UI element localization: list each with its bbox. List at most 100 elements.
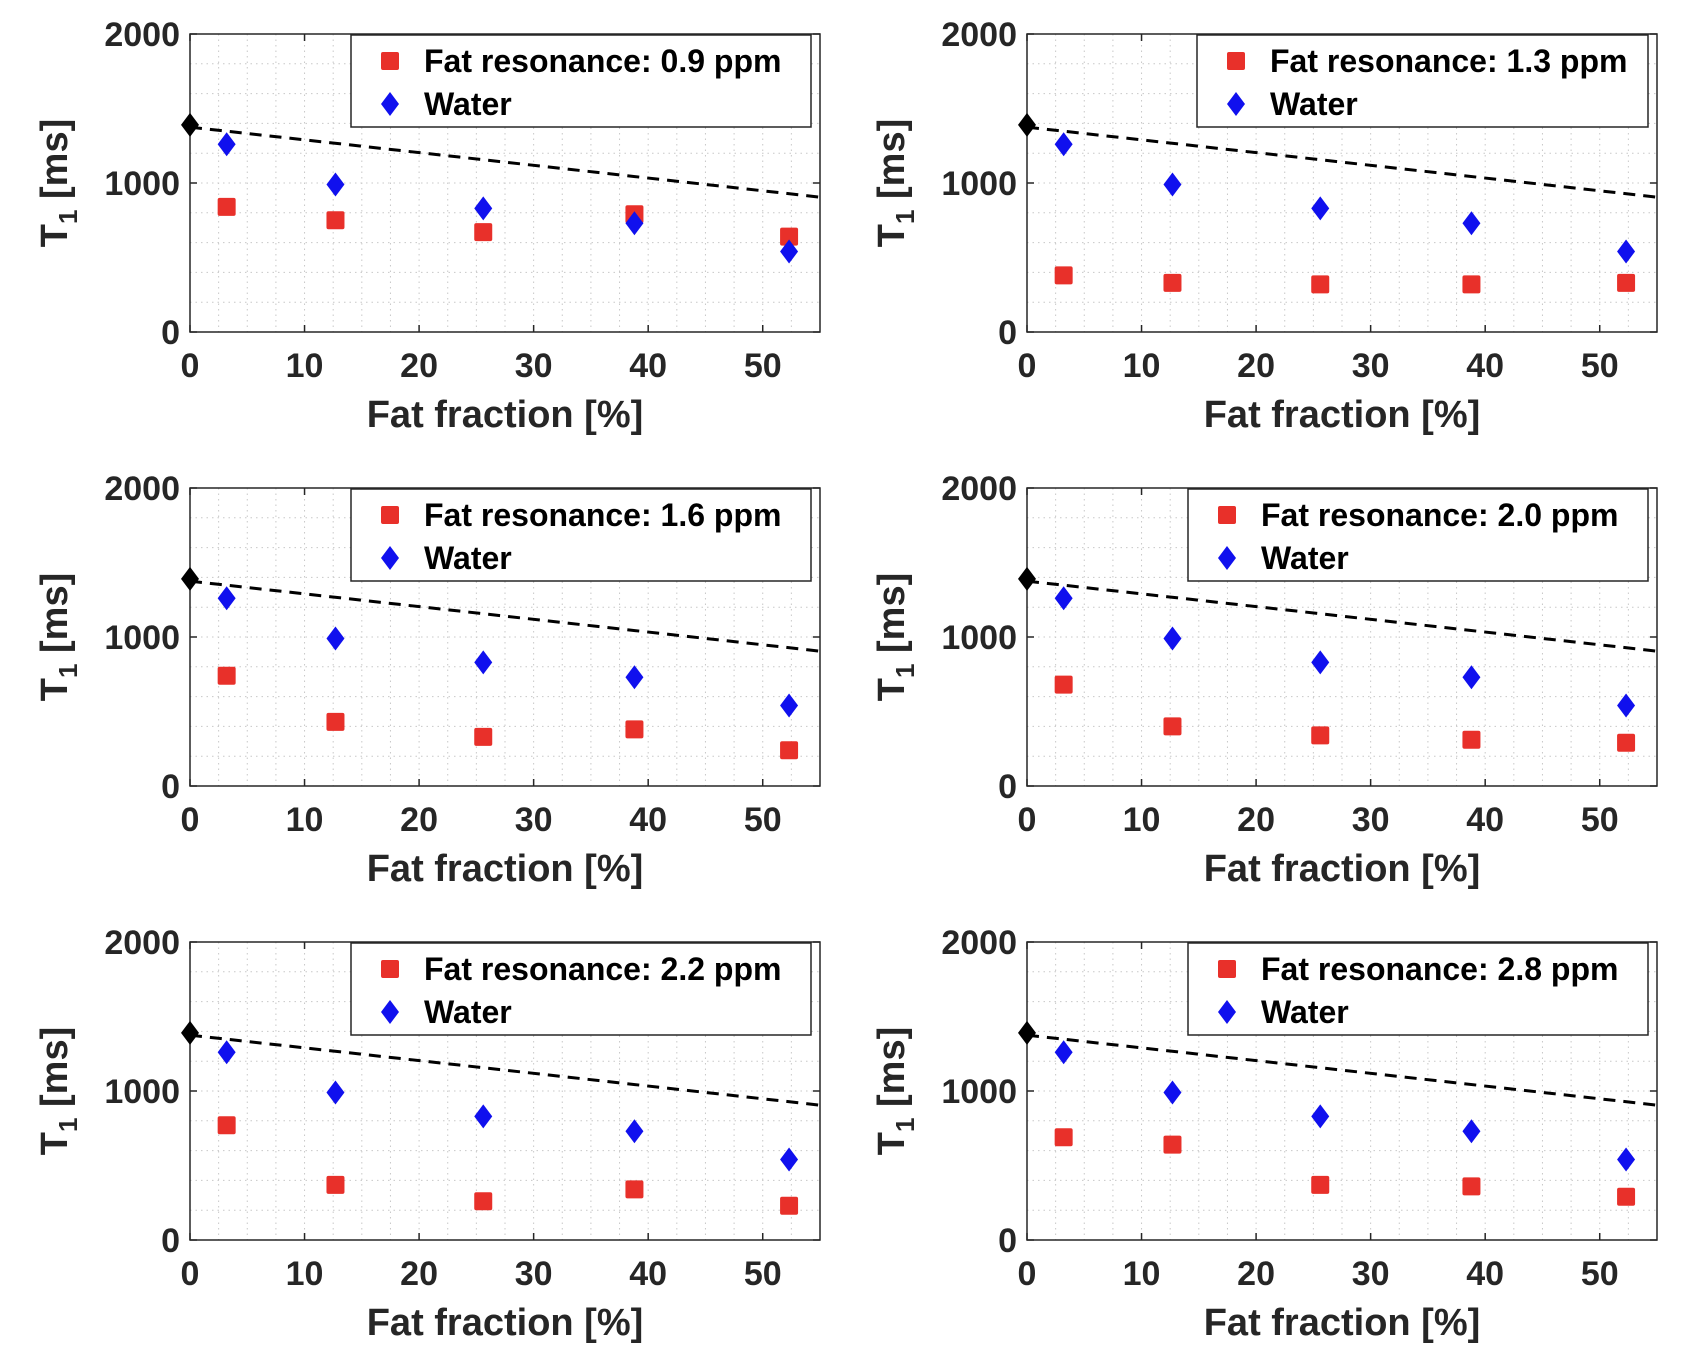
chart-4-xtick-label: 40 [1466, 801, 1504, 839]
chart-3-legend-fat-marker [381, 506, 399, 524]
chart-5: 0 10 20 30 40 50 0 1000 2000 Fat fraction [%] T1 [… [34, 924, 821, 1344]
chart-1-fat-point [780, 227, 799, 246]
chart-3-xtick-label: 30 [515, 801, 553, 839]
chart-2-water-point [1462, 211, 1481, 236]
chart-5-water-point [625, 1119, 644, 1144]
chart-6-xtick-label: 0 [1018, 1255, 1037, 1293]
chart-5-legend-fat-label: Fat resonance: 2.2 ppm [424, 951, 781, 987]
chart-3-xtick-label: 20 [400, 801, 438, 839]
chart-2-ytick-label: 0 [998, 314, 1017, 352]
chart-2-fat-point [1054, 266, 1073, 285]
chart-5-fat-point [625, 1180, 644, 1199]
chart-6-legend-fat-label: Fat resonance: 2.8 ppm [1261, 951, 1618, 987]
chart-6-ylabel-unit: [ms] [871, 1027, 913, 1118]
chart-6-fat-point [1617, 1187, 1636, 1206]
chart-3-fat-point [217, 666, 236, 685]
chart-1-xtick-label: 20 [400, 347, 438, 385]
chart-2-water-point [1617, 239, 1636, 264]
chart-2-fat-point [1617, 273, 1636, 292]
chart-2-legend-fat-label: Fat resonance: 1.3 ppm [1270, 43, 1627, 79]
chart-3-water-point [780, 693, 799, 718]
chart-5-xtick-label: 20 [400, 1255, 438, 1293]
chart-6-water-point [1617, 1147, 1636, 1172]
chart-3-xtick-label: 0 [181, 801, 200, 839]
chart-4-fat-point [1462, 730, 1481, 749]
chart-2-ylabel-unit: [ms] [871, 119, 913, 210]
chart-5-fat-point [326, 1175, 345, 1194]
chart-1-fat-point [474, 223, 493, 242]
chart-1-ytick-label: 2000 [104, 16, 180, 54]
chart-2-xtick-label: 10 [1123, 347, 1161, 385]
chart-6-water-point [1311, 1104, 1330, 1129]
chart-6-ytick-label: 0 [998, 1222, 1017, 1260]
chart-3-legend-water-marker [381, 546, 399, 570]
chart-4-fat-point [1617, 733, 1636, 752]
chart-1-xlabel: Fat fraction [%] [367, 394, 644, 436]
chart-6-xlabel: Fat fraction [%] [1204, 1302, 1481, 1344]
chart-2-xtick-label: 30 [1352, 347, 1390, 385]
chart-1-ytick-label: 1000 [104, 165, 180, 203]
chart-6-water-point [1054, 1040, 1073, 1065]
chart-1-legend [350, 34, 812, 128]
chart-2-ylabel-subscript: 1 [890, 210, 920, 224]
chart-6-xtick-label: 30 [1352, 1255, 1390, 1293]
chart-2: 0 10 20 30 40 50 0 1000 2000 Fat fraction [%] T1 [… [871, 16, 1658, 436]
chart-1-xtick-label: 40 [629, 347, 667, 385]
chart-4-water-point [1163, 626, 1182, 651]
chart-4-legend-water-marker [1218, 546, 1236, 570]
chart-4: 0 10 20 30 40 50 0 1000 2000 Fat fraction [%] T1 [… [871, 470, 1658, 890]
chart-5-legend-fat-marker [381, 960, 399, 978]
chart-1-water-point [625, 211, 644, 236]
chart-6-xtick-label: 20 [1237, 1255, 1275, 1293]
chart-6-xtick-label: 40 [1466, 1255, 1504, 1293]
chart-3-water-point [474, 650, 493, 675]
chart-2-reference-line [1026, 125, 1658, 199]
chart-6-legend-water-marker [1218, 1000, 1236, 1024]
chart-4-ylabel: T1 [ms] [871, 573, 920, 701]
chart-2-legend-water-label: Water [1270, 86, 1358, 122]
chart-1-xtick-label: 10 [286, 347, 324, 385]
chart-4-ytick-label: 2000 [941, 470, 1017, 508]
chart-1-xtick-label: 0 [181, 347, 200, 385]
chart-4-fat-point [1311, 726, 1330, 745]
chart-4-fat-point [1054, 675, 1073, 694]
chart-1-fat-point [217, 197, 236, 216]
chart-5-ylabel-main: T [34, 1132, 76, 1155]
chart-4-legend [1187, 488, 1649, 582]
chart-1-reference-point [181, 112, 199, 137]
chart-6-water-point [1163, 1080, 1182, 1105]
chart-5-ytick-label: 1000 [104, 1073, 180, 1111]
chart-2-water-point [1054, 132, 1073, 157]
chart-1-xtick-label: 30 [515, 347, 553, 385]
chart-3-water-point [217, 586, 236, 611]
chart-2-reference-point [1018, 112, 1036, 137]
chart-6-ylabel-subscript: 1 [890, 1118, 920, 1132]
chart-3-fat-point [625, 720, 644, 739]
chart-3-ytick-label: 0 [161, 768, 180, 806]
chart-6-legend [1187, 942, 1649, 1036]
chart-4-water-point [1054, 586, 1073, 611]
chart-4-ylabel-subscript: 1 [890, 664, 920, 678]
chart-3-legend-water-label: Water [424, 540, 512, 576]
chart-3-reference-line [189, 579, 821, 653]
chart-3: 0 10 20 30 40 50 0 1000 2000 Fat fraction [%] T1 [… [34, 470, 821, 890]
chart-1-legend-fat-marker [381, 52, 399, 70]
chart-6-water-point [1462, 1119, 1481, 1144]
chart-3-water-point [625, 665, 644, 690]
chart-6-reference-point [1018, 1020, 1036, 1045]
chart-2-xtick-label: 0 [1018, 347, 1037, 385]
chart-4-xtick-label: 10 [1123, 801, 1161, 839]
chart-2-fat-point [1163, 273, 1182, 292]
chart-1-ylabel-main: T [34, 224, 76, 247]
chart-5-xtick-label: 40 [629, 1255, 667, 1293]
chart-6-xtick-label: 50 [1581, 1255, 1619, 1293]
chart-5-xtick-label: 10 [286, 1255, 324, 1293]
chart-1-water-point [326, 172, 345, 197]
chart-4-xtick-label: 20 [1237, 801, 1275, 839]
chart-2-ytick-label: 1000 [941, 165, 1017, 203]
chart-4-fat-point [1163, 717, 1182, 736]
chart-6-ylabel: T1 [ms] [871, 1027, 920, 1155]
chart-1-water-point [780, 239, 799, 264]
chart-1-ylabel-subscript: 1 [53, 210, 83, 224]
chart-3-fat-point [474, 727, 493, 746]
